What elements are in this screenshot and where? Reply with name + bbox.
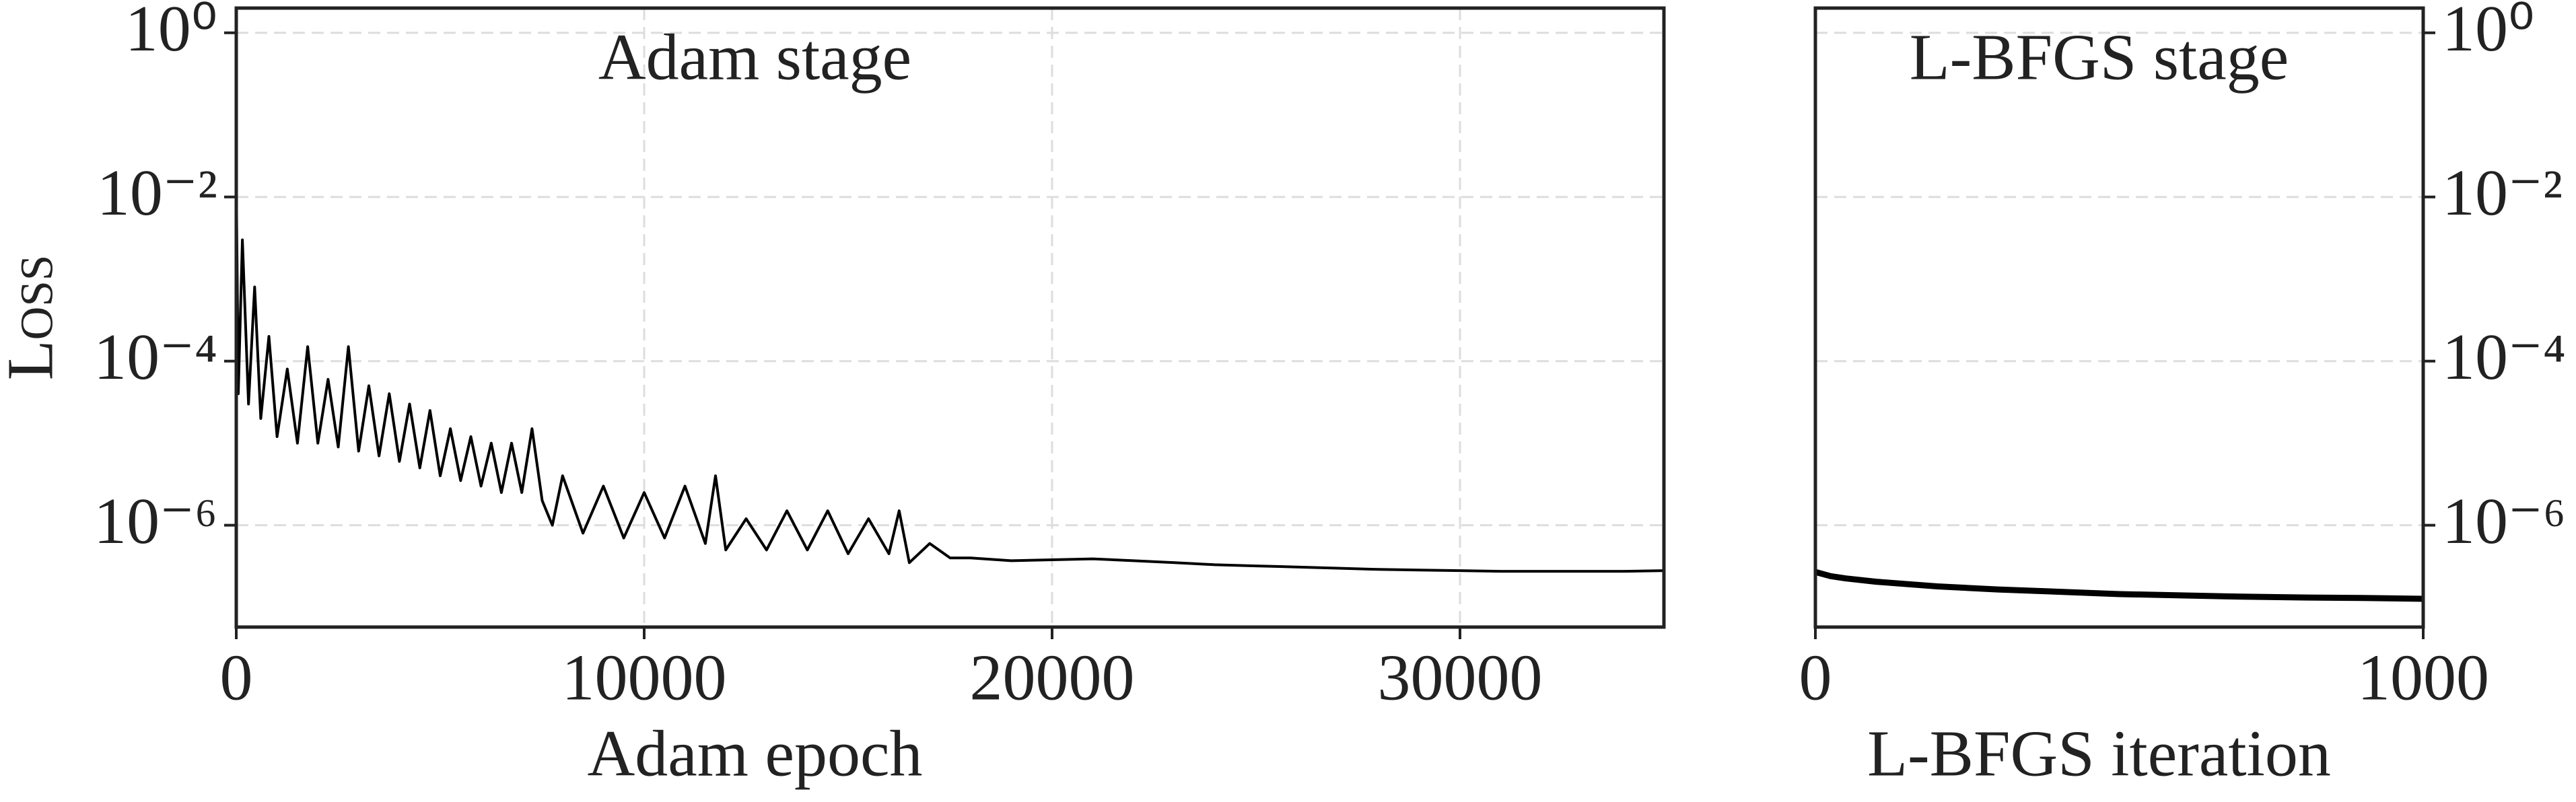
loss-line — [1814, 569, 2424, 602]
axes-frame — [1813, 6, 2425, 629]
x-tick-label: 1000 — [2357, 641, 2489, 714]
y-tick-label: 10⁰ — [2442, 0, 2534, 65]
x-tick-label: 30000 — [1378, 641, 1543, 714]
x-tick-label: 20000 — [970, 641, 1135, 714]
panel-title: Adam stage — [598, 21, 911, 94]
y-axis-label: Loss — [0, 255, 67, 380]
y-tick-label: 10⁻² — [97, 157, 217, 229]
y-tick-label: 10⁻⁶ — [2442, 485, 2566, 558]
y-tick-label: 10⁻⁴ — [2442, 321, 2566, 394]
y-tick-label: 10⁻² — [2442, 157, 2563, 229]
y-tick-label: 10⁻⁴ — [94, 321, 217, 394]
y-tick-label: 10⁻⁶ — [94, 485, 217, 558]
x-axis-label: L-BFGS iteration — [1867, 717, 2331, 790]
x-tick-label: 0 — [1799, 641, 1832, 714]
y-tick-label: 10⁰ — [125, 0, 217, 65]
x-axis-label: Adam epoch — [588, 717, 923, 790]
loss-line — [235, 176, 1665, 573]
x-tick-label: 10000 — [562, 641, 727, 714]
axes-frame — [234, 6, 1666, 629]
x-tick-label: 0 — [220, 641, 253, 714]
panel-title: L-BFGS stage — [1910, 21, 2289, 94]
